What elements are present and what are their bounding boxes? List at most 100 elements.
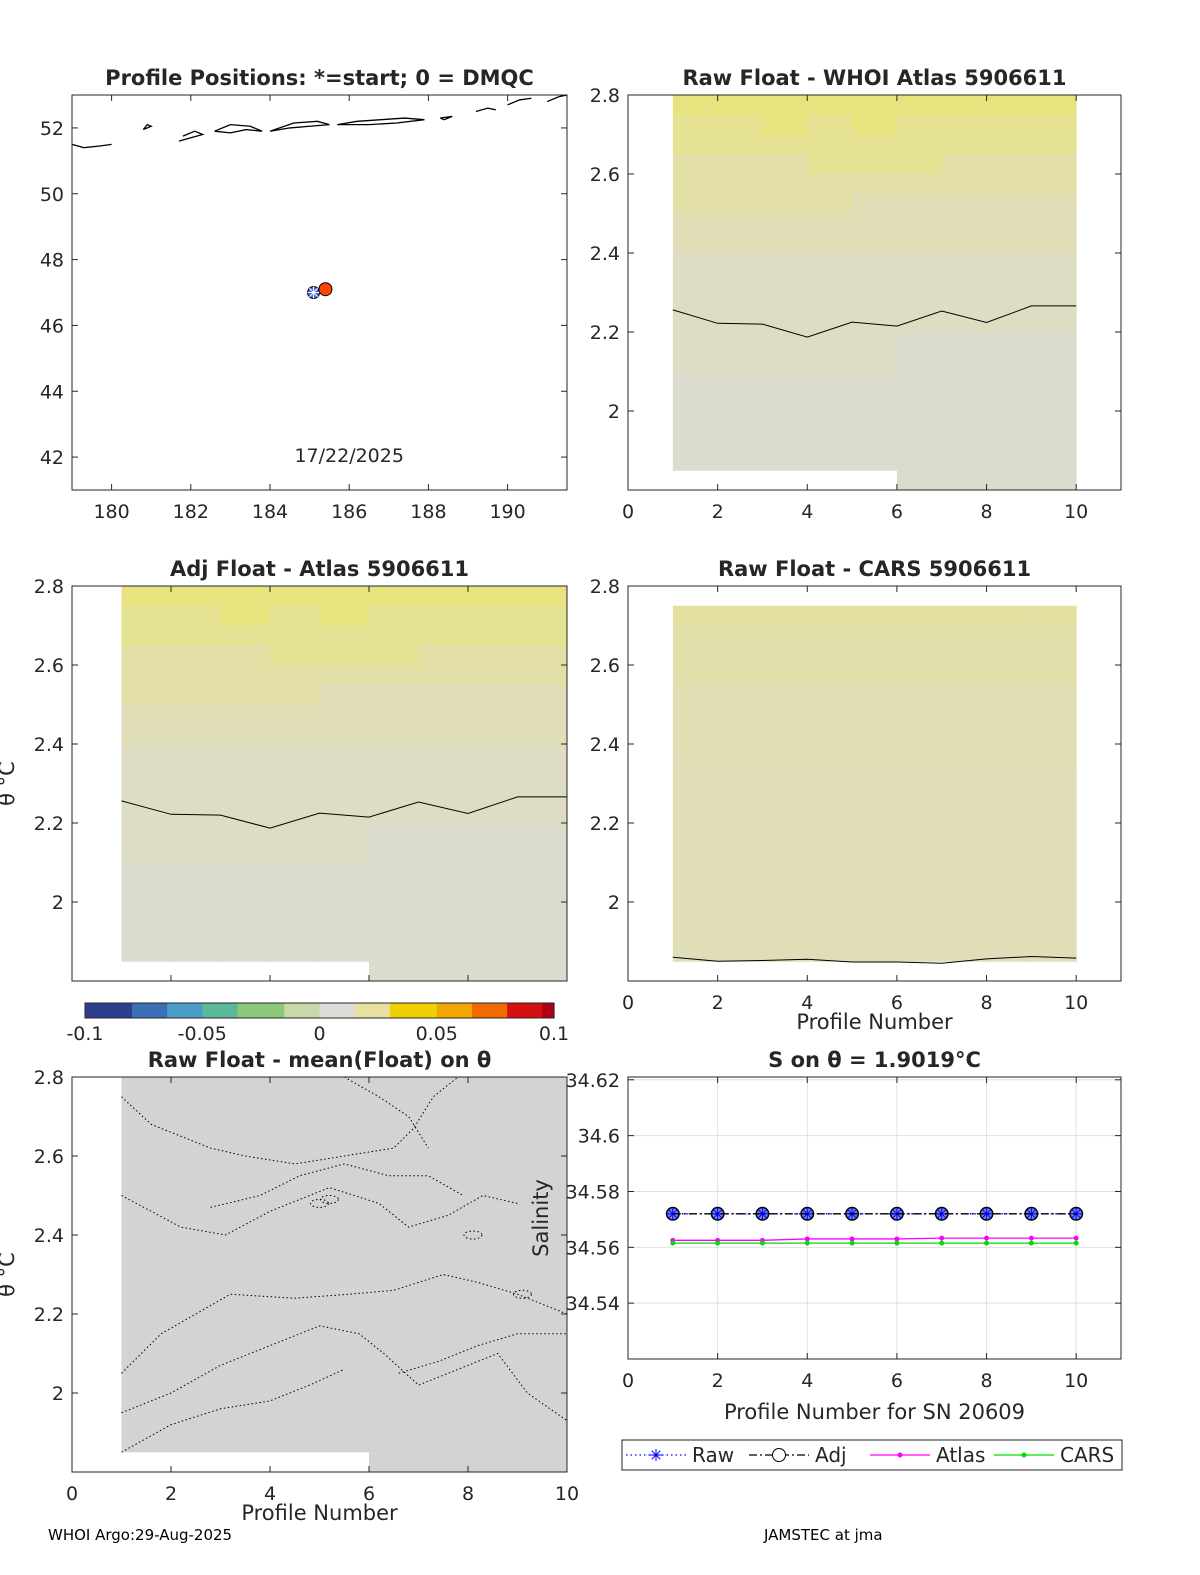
- colorbar-swatch: [530, 1003, 543, 1018]
- data-point: [804, 1240, 810, 1246]
- anomaly-contour-ring: [319, 1194, 339, 1204]
- heatmap-cell: [762, 763, 808, 962]
- map-panel: 180 182 184 186 188 190 42 44 46 48 50 52 Profile Po…: [40, 66, 568, 523]
- heatmap-cell: [369, 684, 419, 745]
- colorbar-swatch: [202, 1003, 215, 1018]
- heatmap-cell: [672, 605, 719, 626]
- colorbar-swatch: [378, 1003, 391, 1018]
- chart-title: Raw Float - CARS 5906611: [718, 557, 1031, 581]
- colorbar-swatch: [237, 1003, 250, 1018]
- heatmap-cell: [418, 586, 469, 607]
- legend-marker: [1021, 1452, 1027, 1458]
- heatmap-cell: [171, 704, 221, 745]
- series-adj: [665, 1206, 1084, 1221]
- y-tick-label: 46: [40, 315, 64, 337]
- heatmap-cell: [171, 744, 221, 863]
- anomaly-field: [369, 1452, 567, 1472]
- y-tick-label: 2.8: [590, 576, 620, 598]
- legend-marker: [651, 1450, 661, 1460]
- data-point: [984, 1235, 990, 1241]
- heatmap-cell: [1031, 763, 1077, 962]
- data-point: [715, 1240, 721, 1246]
- colorbar-swatch: [366, 1003, 379, 1018]
- heatmap-cell: [121, 704, 172, 745]
- heatmap-cell: [468, 586, 518, 607]
- chart-title: Raw Float - WHOI Atlas 5906611: [682, 66, 1066, 90]
- heatmap-cell: [121, 862, 172, 962]
- map-date-annotation: 17/22/2025: [294, 445, 404, 467]
- heatmap-cell: [852, 625, 898, 686]
- heatmap-cell: [941, 193, 988, 254]
- footer-right: JAMSTEC at jma: [764, 1526, 883, 1544]
- y-tick-label: 34.6: [578, 1126, 620, 1148]
- colorbar-swatch: [413, 1003, 426, 1018]
- axes-box: [71, 94, 568, 491]
- x-tick-label: 184: [252, 501, 288, 523]
- island-outline: [142, 123, 153, 131]
- y-tick-label: 2.2: [590, 322, 620, 344]
- x-tick-label: 182: [173, 501, 209, 523]
- heatmap-cell: [672, 114, 719, 155]
- x-tick-label: 0: [66, 1483, 78, 1505]
- heatmap-cell: [762, 371, 808, 471]
- heatmap-cell: [517, 605, 568, 646]
- heatmap-cell: [1031, 114, 1077, 155]
- heatmap-cell: [986, 114, 1032, 155]
- heatmap-cell: [1031, 95, 1077, 116]
- x-tick-label: 4: [801, 501, 813, 523]
- heatmap-cell: [717, 154, 763, 214]
- mean-diff-panel: 0 2 4 6 8 10 2 2.2 2.4 2.6 2.8 Raw Float - mean(Flo…: [0, 1048, 579, 1525]
- heatmap-cell: [986, 605, 1032, 626]
- chart-title: Raw Float - mean(Float) on θ: [148, 1048, 492, 1072]
- heatmap-cell: [672, 95, 719, 116]
- colorbar-swatch: [225, 1003, 239, 1018]
- island-outline: [269, 120, 330, 132]
- heatmap-cell: [1031, 605, 1077, 626]
- anomaly-contour-ring: [310, 1198, 329, 1208]
- legend-label: Raw: [692, 1443, 734, 1467]
- heatmap-cell: [852, 193, 898, 254]
- y-tick-label: 42: [40, 447, 64, 469]
- colorbar-swatch: [143, 1003, 156, 1018]
- heatmap-cell: [896, 193, 943, 254]
- heatmap-cell: [717, 114, 763, 155]
- y-tick-label: 2.6: [34, 1146, 64, 1168]
- y-tick-label: 34.54: [566, 1293, 620, 1315]
- x-tick-label: 188: [410, 501, 446, 523]
- heatmap-cell: [270, 586, 320, 607]
- heatmap-cell: [896, 684, 943, 765]
- heatmap-cell: [852, 371, 898, 471]
- x-tick-label: 0: [622, 1370, 634, 1392]
- x-tick-label: 8: [980, 1370, 992, 1392]
- heatmap-cell: [270, 862, 320, 962]
- heatmap-cell: [762, 154, 808, 214]
- heatmap-cell: [986, 332, 1032, 491]
- heatmap-cell: [941, 763, 988, 962]
- data-point: [1069, 1206, 1084, 1221]
- data-point: [670, 1240, 676, 1246]
- colorbar-swatch: [155, 1003, 168, 1018]
- heatmap-cell: [717, 371, 763, 471]
- heatmap-cell: [852, 253, 898, 372]
- heatmap-cell: [672, 684, 719, 765]
- heatmap-cell: [807, 684, 853, 765]
- heatmap-cell: [941, 95, 988, 116]
- raw_whoi-panel: 0 2 4 6 8 10 2 2.2 2.4 2.6 2.8 Raw Float - WHOI Atl…: [590, 66, 1122, 523]
- heatmap-cell: [121, 586, 172, 607]
- colorbar-tick-label: -0.05: [178, 1023, 227, 1045]
- colorbar-swatch: [389, 1003, 403, 1018]
- colorbar-tick-label: 0.05: [416, 1023, 458, 1045]
- heatmap-cell: [807, 605, 853, 626]
- island-outline: [507, 97, 532, 106]
- legend-label: Adj: [815, 1443, 847, 1467]
- island-outline: [475, 107, 496, 113]
- heatmap-cell: [986, 625, 1032, 686]
- data-point: [800, 1206, 815, 1221]
- heatmap-cell: [896, 95, 943, 116]
- heatmap-cell: [896, 253, 943, 333]
- heatmap-cell: [717, 605, 763, 626]
- y-tick-label: 52: [40, 118, 64, 140]
- heatmap-cells: [672, 605, 1077, 962]
- colorbar-swatch: [178, 1003, 192, 1018]
